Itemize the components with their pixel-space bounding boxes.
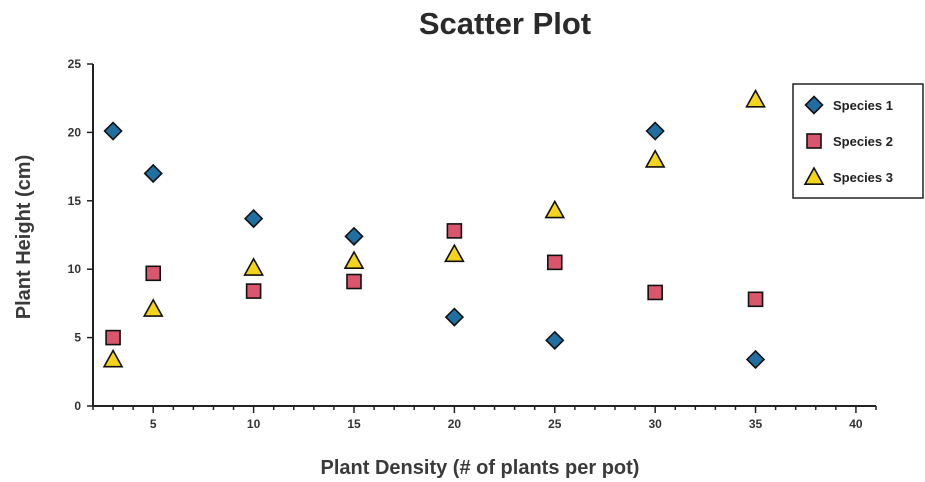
point-series-1 [545, 330, 565, 350]
x-tick-label: 35 [749, 417, 763, 431]
point-series-3 [444, 243, 465, 263]
point-series-2 [105, 329, 121, 346]
legend-label-3: Species 3 [833, 170, 893, 185]
y-tick-label: 20 [68, 125, 82, 139]
point-series-1 [143, 163, 163, 184]
point-series-2 [446, 223, 463, 239]
y-tick-label: 10 [68, 262, 82, 276]
y-tick-label: 15 [68, 194, 82, 208]
legend-marker-3 [803, 166, 825, 185]
point-series-1 [444, 307, 465, 327]
point-series-2 [647, 284, 663, 301]
legend: Species 1 Species 2 Species 3 [792, 83, 924, 199]
point-series-3 [544, 199, 566, 219]
point-series-2 [346, 273, 362, 290]
point-series-2 [546, 254, 563, 271]
x-axis-label: Plant Density (# of plants per pot) [321, 457, 640, 479]
legend-marker-2 [806, 133, 822, 149]
point-series-3 [243, 257, 264, 276]
x-tick-label: 30 [648, 417, 662, 431]
y-tick-label: 5 [74, 331, 81, 345]
x-tick-label: 15 [347, 417, 361, 431]
x-tick-label: 10 [247, 417, 261, 431]
legend-label-1: Species 1 [833, 98, 893, 113]
x-tick-label: 20 [448, 417, 462, 431]
point-series-1 [745, 349, 766, 370]
y-tick-label: 0 [74, 399, 81, 413]
point-series-3 [644, 149, 666, 168]
x-tick-label: 40 [849, 417, 863, 431]
point-series-2 [145, 265, 162, 282]
point-series-2 [245, 283, 262, 299]
point-series-3 [102, 348, 124, 368]
y-axis-label: Plant Height (cm) [13, 155, 35, 319]
legend-marker-1 [804, 95, 824, 115]
point-series-3 [745, 88, 766, 108]
x-tick-label: 25 [548, 417, 562, 431]
y-tick-label: 25 [68, 57, 82, 71]
legend-label-2: Species 2 [833, 134, 893, 149]
chart-title: Scatter Plot [419, 6, 591, 41]
point-series-3 [343, 250, 365, 269]
point-series-2 [747, 291, 764, 308]
point-series-1 [344, 226, 364, 246]
axes: 5 10 15 20 25 30 35 40 0 5 10 15 20 25 [68, 57, 877, 431]
point-series-1 [103, 121, 123, 141]
point-series-1 [645, 121, 665, 141]
x-tick-label: 5 [150, 417, 157, 431]
point-series-1 [243, 208, 264, 229]
point-series-3 [142, 298, 164, 317]
data-marks [102, 88, 766, 370]
